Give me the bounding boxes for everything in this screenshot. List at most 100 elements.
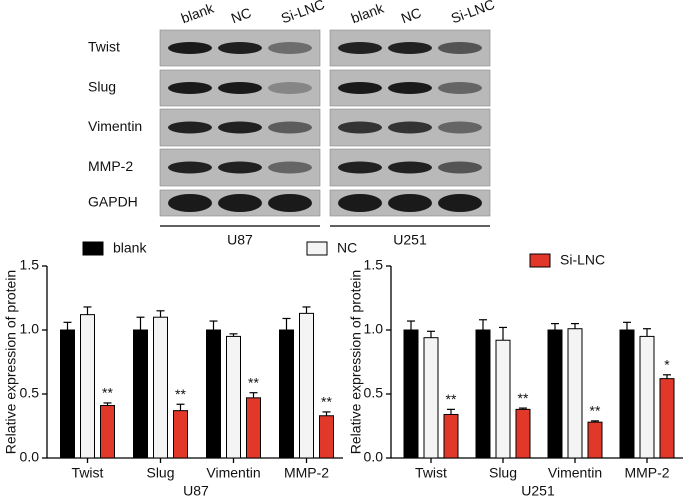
significance-label: **	[446, 391, 457, 407]
blot-band	[168, 194, 212, 212]
blot-band	[438, 194, 482, 212]
blot-band	[218, 121, 262, 134]
blot-row-label: MMP-2	[88, 158, 133, 174]
bar	[515, 408, 531, 459]
blot-band	[338, 82, 382, 94]
bar	[659, 378, 675, 459]
significance-label: **	[102, 385, 113, 401]
blot-band	[388, 42, 432, 54]
bar	[133, 329, 148, 459]
blot-band	[388, 161, 432, 174]
bar	[423, 337, 439, 459]
bar	[206, 329, 221, 459]
blot-row-label: Twist	[88, 39, 120, 55]
bar	[443, 413, 459, 459]
bar	[495, 339, 511, 459]
bar	[246, 397, 261, 459]
blot-band	[388, 194, 432, 212]
blot-band	[338, 161, 382, 174]
bar	[100, 405, 115, 459]
bar	[475, 329, 491, 459]
group-label: U87	[227, 232, 253, 248]
blot-band	[218, 82, 262, 94]
blot-band	[168, 82, 212, 94]
bar	[639, 335, 655, 459]
y-tick-label: 0.0	[20, 449, 40, 465]
y-tick-label: 0.5	[20, 385, 40, 401]
bar	[173, 410, 188, 459]
bar	[299, 312, 314, 459]
group-label: U251	[393, 232, 427, 248]
blot-band	[168, 121, 212, 134]
blot-band	[168, 161, 212, 174]
x-tick-label: MMP-2	[624, 465, 669, 481]
bar	[60, 329, 75, 459]
legend-swatch	[82, 241, 104, 256]
bar	[547, 329, 563, 459]
bar	[403, 329, 419, 459]
blot-band	[338, 121, 382, 134]
x-axis-label: U87	[183, 483, 209, 499]
blot-band	[218, 42, 262, 54]
lane-label: NC	[229, 4, 253, 26]
x-tick-label: Slug	[489, 465, 517, 481]
blot-band	[438, 121, 482, 134]
blot-band	[338, 194, 382, 212]
legend-swatch	[529, 253, 551, 268]
y-tick-label: 1.5	[364, 257, 384, 273]
blot-band	[438, 161, 482, 174]
lane-label: NC	[399, 4, 423, 26]
significance-label: *	[664, 357, 670, 373]
y-tick-label: 1.0	[364, 321, 384, 337]
blot-band	[438, 82, 482, 94]
x-tick-label: MMP-2	[284, 465, 329, 481]
blot-band	[218, 194, 262, 212]
x-axis-label: U251	[521, 483, 555, 499]
blot-row-label: Vimentin	[88, 118, 142, 134]
blot-band	[168, 42, 212, 54]
x-tick-label: Twist	[72, 465, 104, 481]
y-tick-label: 0.5	[364, 385, 384, 401]
blot-band	[388, 121, 432, 134]
x-tick-label: Vimentin	[548, 465, 602, 481]
x-tick-label: Twist	[415, 465, 447, 481]
blot-row-label: Slug	[88, 79, 116, 95]
blot-band	[218, 161, 262, 174]
blot-row-label: GAPDH	[88, 194, 138, 210]
x-tick-label: Vimentin	[206, 465, 260, 481]
bar	[567, 328, 583, 459]
blot-band	[268, 42, 312, 54]
y-tick-label: 1.5	[20, 257, 40, 273]
blot-band	[438, 42, 482, 54]
bar	[587, 421, 603, 459]
blot-band	[268, 121, 312, 134]
blot-band	[268, 194, 312, 212]
legend-label: Si-LNC	[560, 252, 605, 268]
blot-band	[338, 42, 382, 54]
y-tick-label: 0.0	[364, 449, 384, 465]
legend-swatch	[306, 241, 328, 256]
significance-label: **	[248, 374, 259, 390]
significance-label: **	[321, 394, 332, 410]
x-tick-label: Slug	[146, 465, 174, 481]
y-tick-label: 1.0	[20, 321, 40, 337]
legend-label: blank	[113, 240, 147, 256]
bar	[80, 314, 95, 459]
significance-label: **	[590, 403, 601, 419]
bar	[153, 316, 168, 459]
significance-label: **	[175, 386, 186, 402]
significance-label: **	[518, 390, 529, 406]
bar	[319, 415, 334, 459]
bar	[226, 335, 241, 459]
legend-label: NC	[337, 240, 357, 256]
y-axis-label: Relative expression of protein	[3, 270, 19, 454]
y-axis-label: Relative expression of protein	[348, 270, 364, 454]
blot-band	[388, 82, 432, 94]
bar	[279, 329, 294, 459]
bar	[619, 329, 635, 459]
blot-band	[268, 82, 312, 94]
blot-band	[268, 161, 312, 174]
